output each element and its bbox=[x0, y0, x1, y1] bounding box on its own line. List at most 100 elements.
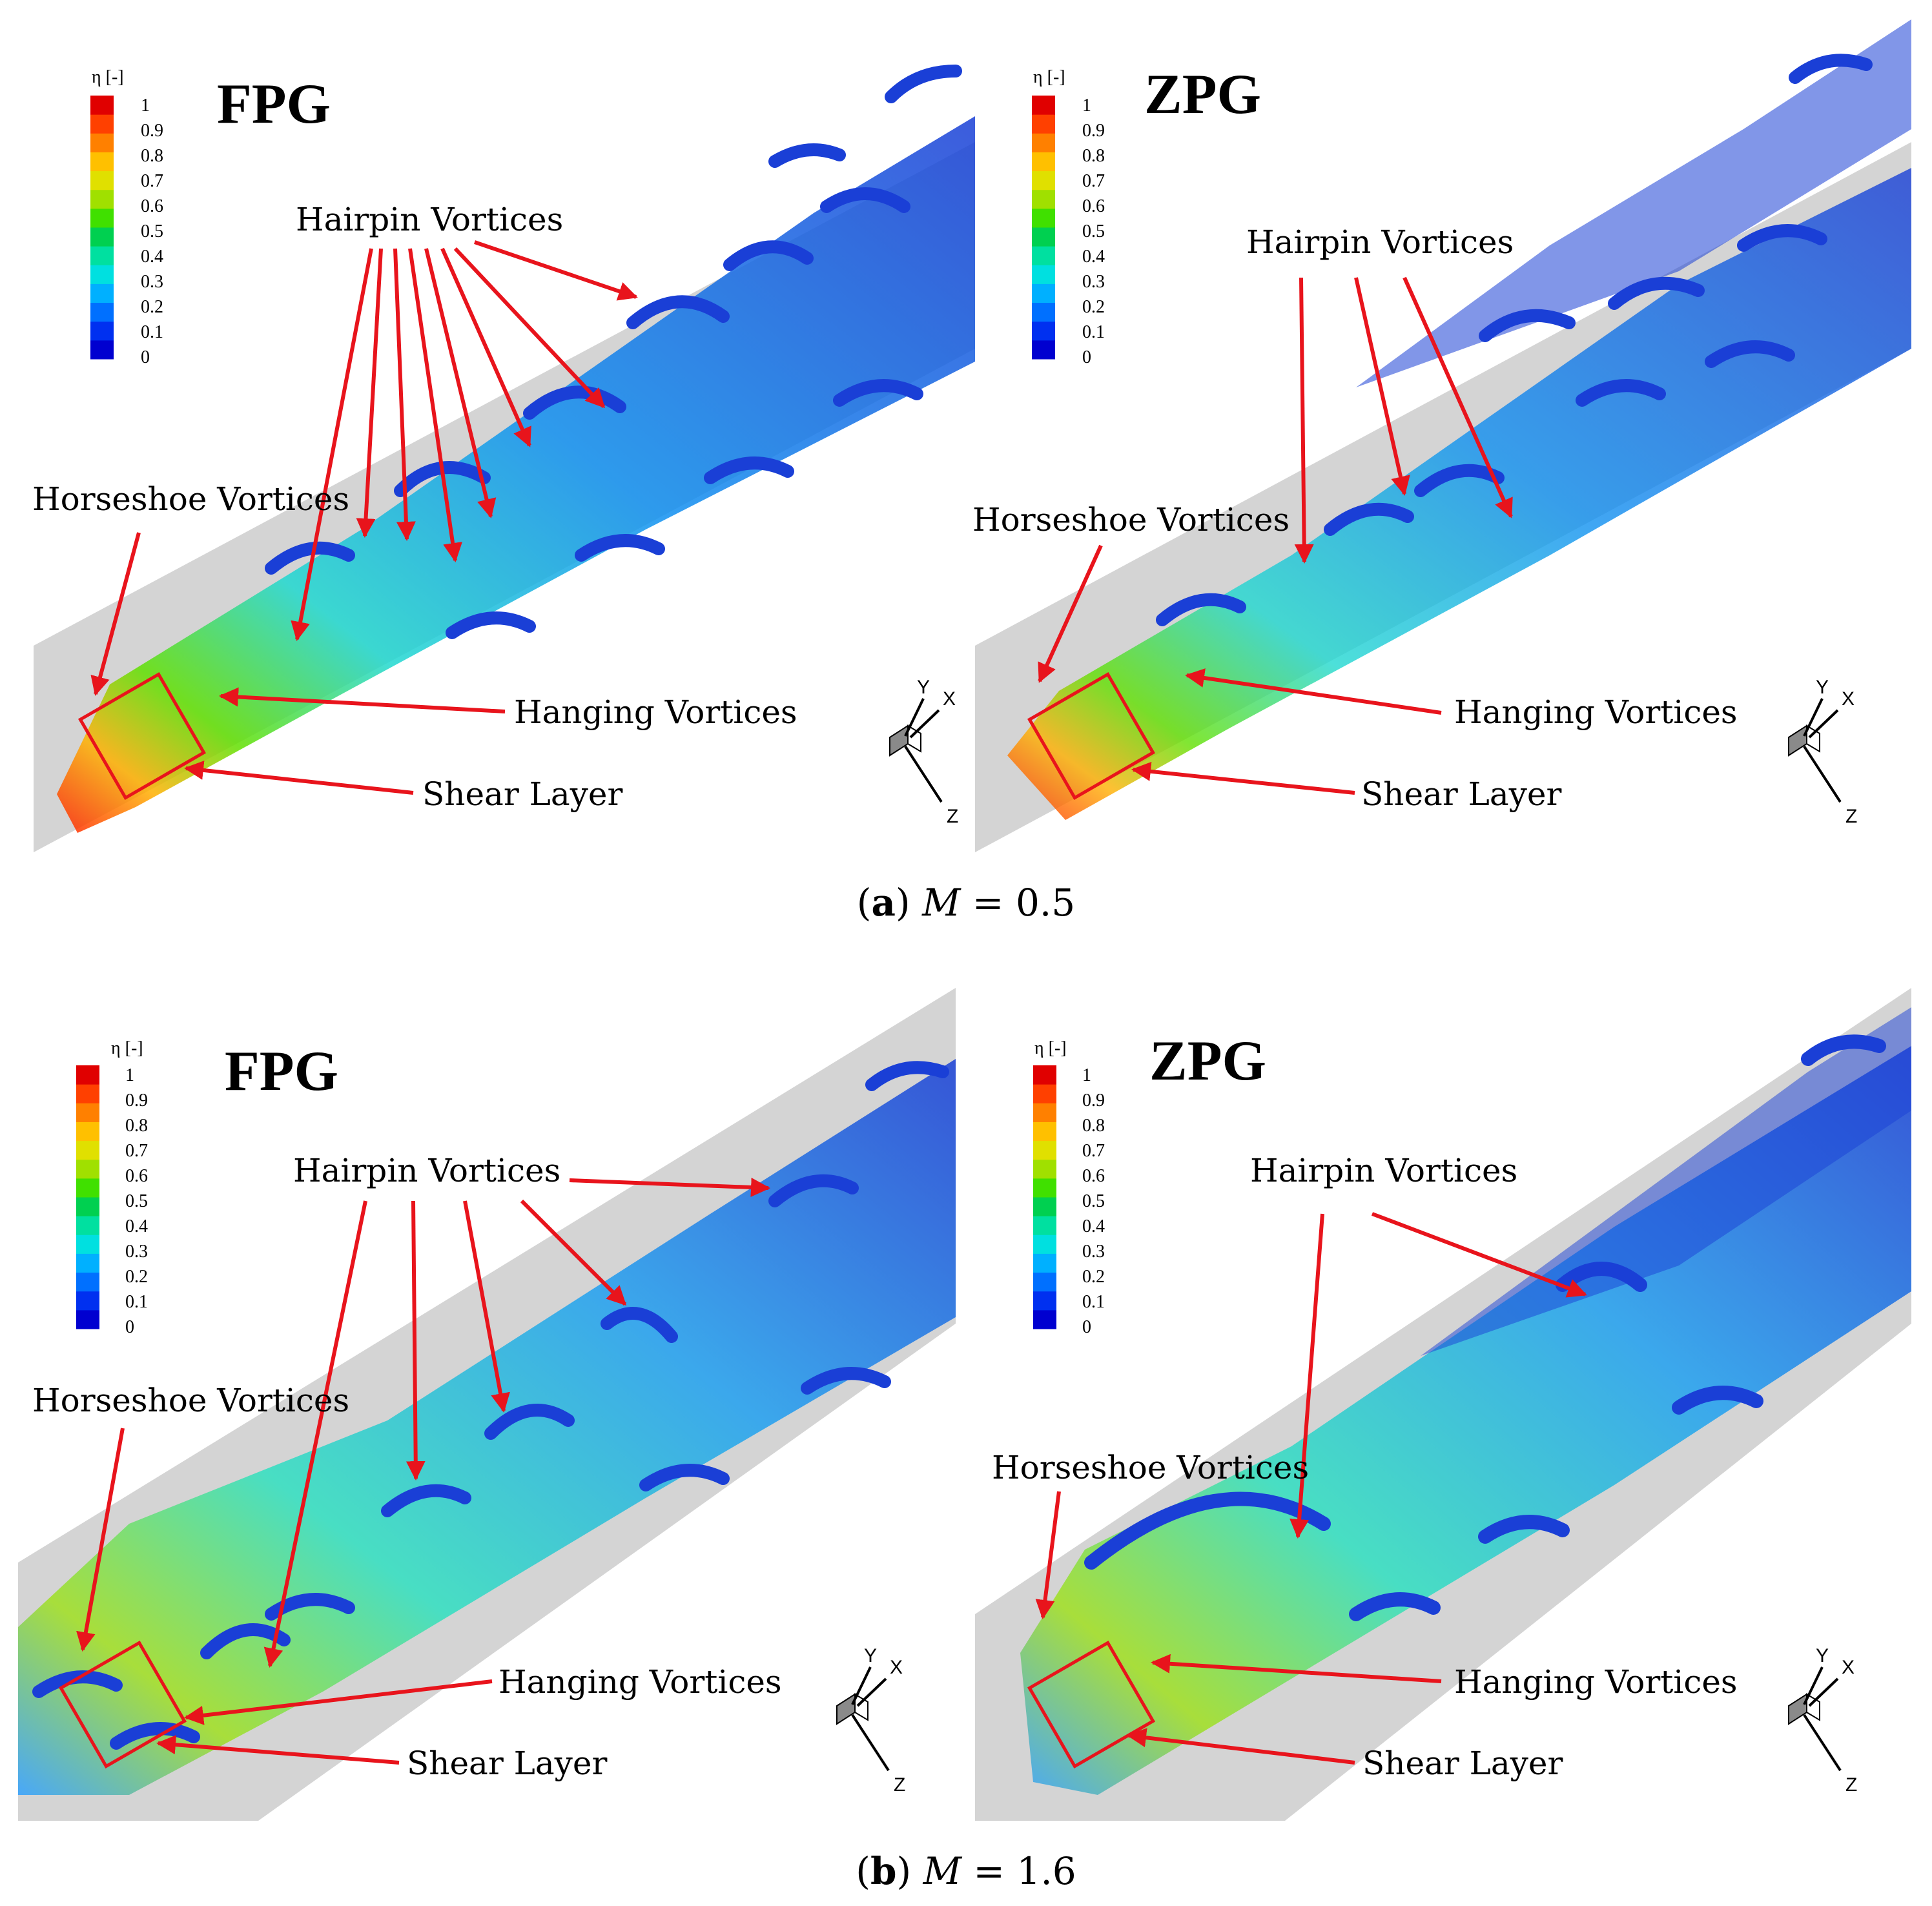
axis-x-label: X bbox=[890, 1657, 903, 1678]
vortex-wake bbox=[57, 116, 975, 833]
colorbar-swatch bbox=[1032, 96, 1055, 115]
colorbar-tick: 0.2 bbox=[141, 297, 163, 317]
colorbar-title: η [-] bbox=[1033, 67, 1065, 87]
colorbar-title: η [-] bbox=[1034, 1038, 1067, 1058]
colorbar-swatch bbox=[1032, 340, 1055, 360]
colorbar-tick: 0.5 bbox=[1082, 221, 1105, 241]
vortex-wake bbox=[1421, 1007, 1911, 1356]
axis-y-label: Y bbox=[1816, 1645, 1829, 1666]
colorbar-swatch bbox=[90, 246, 114, 265]
colorbar-swatch bbox=[76, 1103, 99, 1122]
colorbar-swatch bbox=[76, 1178, 99, 1198]
colorbar-tick: 0.2 bbox=[125, 1267, 148, 1287]
axis-z-label: Z bbox=[947, 806, 958, 827]
label-hanging: Hanging Vortices bbox=[1454, 693, 1738, 731]
vortex-tubes bbox=[32, 1061, 949, 1750]
colorbar-tick: 0.5 bbox=[141, 221, 163, 241]
colorbar-ticks: η [-] 1 0.9 0.8 0.7 0.6 0.5 0.4 0.3 0.2 … bbox=[1034, 1038, 1105, 1337]
colorbar-swatch bbox=[1032, 170, 1055, 190]
colorbar-tick: 0.4 bbox=[1082, 247, 1105, 267]
panel-a-fpg: η [-] 1 0.9 0.8 0.7 0.6 0.5 0.4 0.3 0.2 … bbox=[32, 65, 975, 852]
panel-a-zpg: η [-] 1 0.9 0.8 0.7 0.6 0.5 0.4 0.3 0.2 … bbox=[972, 19, 1911, 852]
colorbar-swatch bbox=[90, 227, 114, 247]
colorbar-tick: 0.7 bbox=[1082, 171, 1105, 191]
vortex-tubes bbox=[265, 65, 962, 639]
axis-z-label: Z bbox=[1845, 1774, 1857, 1796]
colorbar-swatch bbox=[1032, 133, 1055, 152]
vortex-tubes bbox=[1156, 54, 1873, 626]
colorbar-swatch bbox=[1033, 1103, 1056, 1122]
colorbar-tick: 0 bbox=[125, 1317, 134, 1337]
colorbar-swatch bbox=[1033, 1122, 1056, 1142]
colorbar-tick: 1 bbox=[125, 1065, 134, 1085]
label-hairpin: Hairpin Vortices bbox=[1250, 1152, 1517, 1189]
colorbar-swatch bbox=[1033, 1272, 1056, 1292]
colorbar-swatch bbox=[1032, 265, 1055, 284]
colorbar-swatch bbox=[1033, 1309, 1056, 1329]
colorbar-ticks: η [-] 1 0.9 0.8 0.7 0.6 0.5 0.4 0.3 0.2 … bbox=[92, 67, 163, 367]
axis-triad: Y X Z bbox=[1788, 1645, 1857, 1796]
colorbar-swatch bbox=[76, 1309, 99, 1329]
label-horseshoe: Horseshoe Vortices bbox=[32, 1382, 349, 1419]
axis-triad: Y X Z bbox=[1788, 677, 1857, 827]
colorbar-swatch bbox=[1032, 208, 1055, 228]
axis-x-label: X bbox=[1842, 1657, 1855, 1678]
colorbar-tick: 0.8 bbox=[1082, 1116, 1105, 1136]
label-shear: Shear Layer bbox=[422, 775, 622, 813]
label-shear: Shear Layer bbox=[1361, 775, 1561, 813]
colorbar-tick: 0.9 bbox=[125, 1091, 148, 1111]
colorbar-swatch bbox=[1032, 246, 1055, 265]
colorbar-swatch bbox=[76, 1159, 99, 1179]
colorbar-swatch bbox=[1033, 1178, 1056, 1198]
colorbar-swatch bbox=[1032, 189, 1055, 209]
colorbar-tick: 0.7 bbox=[141, 171, 163, 191]
colorbar-swatch bbox=[76, 1140, 99, 1160]
label-horseshoe: Horseshoe Vortices bbox=[32, 480, 349, 518]
colorbar-swatches bbox=[1033, 1065, 1056, 1329]
colorbar-ticks: η [-] 1 0.9 0.8 0.7 0.6 0.5 0.4 0.3 0.2 … bbox=[111, 1038, 148, 1337]
colorbar-swatch bbox=[90, 302, 114, 322]
colorbar-swatch bbox=[90, 170, 114, 190]
colorbar-tick: 0.8 bbox=[125, 1116, 148, 1136]
colorbar-tick: 0.1 bbox=[1082, 1292, 1105, 1312]
colorbar-tick: 0.6 bbox=[1082, 1166, 1105, 1186]
colorbar-swatch bbox=[1033, 1159, 1056, 1179]
colorbar-swatch bbox=[90, 114, 114, 134]
colorbar-tick: 0 bbox=[1082, 1317, 1091, 1337]
panel-b-zpg: η [-] 1 0.9 0.8 0.7 0.6 0.5 0.4 0.3 0.2 … bbox=[975, 988, 1911, 1821]
panel-title: FPG bbox=[217, 73, 331, 136]
colorbar-swatches bbox=[90, 96, 114, 360]
label-horseshoe: Horseshoe Vortices bbox=[972, 501, 1290, 538]
axis-x-label: X bbox=[1842, 688, 1855, 710]
label-shear: Shear Layer bbox=[407, 1745, 607, 1782]
colorbar-tick: 1 bbox=[1082, 1065, 1091, 1085]
colorbar-swatch bbox=[76, 1253, 99, 1273]
colorbar-tick: 0.4 bbox=[141, 247, 163, 267]
colorbar-tick: 0.5 bbox=[125, 1191, 148, 1211]
colorbar-swatch bbox=[76, 1216, 99, 1235]
colorbar-tick: 0.7 bbox=[1082, 1141, 1105, 1161]
colorbar-swatch bbox=[1033, 1197, 1056, 1216]
colorbar-tick: 0.7 bbox=[125, 1141, 148, 1161]
colorbar-tick: 0.1 bbox=[141, 322, 163, 342]
axis-triad: Y X Z bbox=[889, 677, 958, 827]
colorbar-tick: 0 bbox=[141, 347, 150, 367]
axis-y-label: Y bbox=[864, 1645, 877, 1666]
colorbar-tick: 0.1 bbox=[125, 1292, 148, 1312]
annotation-arrows bbox=[1038, 276, 1513, 795]
jet-box bbox=[1027, 1640, 1156, 1769]
panel-title: ZPG bbox=[1149, 1030, 1266, 1092]
annotation-arrows bbox=[76, 1177, 770, 1765]
colorbar-tick: 0.3 bbox=[1082, 272, 1105, 292]
colorbar-swatch bbox=[90, 321, 114, 341]
annotation-arrows bbox=[90, 240, 638, 795]
colorbar-title: η [-] bbox=[111, 1038, 143, 1058]
colorbar-swatch bbox=[90, 283, 114, 303]
colorbar-swatch bbox=[1033, 1084, 1056, 1103]
colorbar-swatch bbox=[76, 1122, 99, 1142]
label-hanging: Hanging Vortices bbox=[498, 1663, 782, 1701]
colorbar-swatch bbox=[90, 189, 114, 209]
colorbar-tick: 0.8 bbox=[141, 146, 163, 166]
vortex-wake bbox=[1356, 19, 1911, 387]
colorbar-swatch bbox=[90, 340, 114, 360]
